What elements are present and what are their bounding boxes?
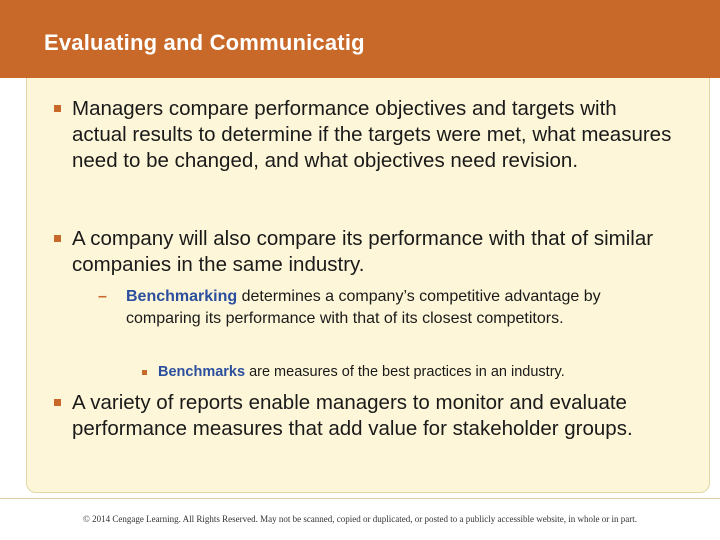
bullet-text: A variety of reports enable managers to … xyxy=(72,391,633,440)
bullet-text: A company will also compare its performa… xyxy=(72,227,654,276)
sub-bullet-text: determines a company’s competitive advan… xyxy=(126,288,601,327)
square-bullet-icon xyxy=(54,235,61,242)
title-bar: Evaluating and Communicatig xyxy=(0,0,720,78)
content-panel xyxy=(26,78,710,493)
slide-title: Evaluating and Communicatig xyxy=(44,30,365,55)
square-bullet-icon xyxy=(54,399,61,406)
term-benchmarking: Benchmarking xyxy=(126,288,238,305)
sub-sub-bullet-text: are measures of the best practices in an… xyxy=(245,364,565,380)
bullet-item: A variety of reports enable managers to … xyxy=(54,390,672,442)
square-bullet-icon xyxy=(142,370,147,375)
bullet-item: Managers compare performance objectives … xyxy=(54,96,672,174)
dash-bullet-icon: – xyxy=(98,288,107,305)
copyright-footer: © 2014 Cengage Learning. All Rights Rese… xyxy=(83,514,637,524)
bullet-text: Managers compare performance objectives … xyxy=(72,97,672,172)
footer-divider xyxy=(0,498,720,499)
sub-sub-bullet-item: Benchmarks are measures of the best prac… xyxy=(142,362,678,382)
sub-bullet-item: – Benchmarking determines a company’s co… xyxy=(98,286,666,330)
term-benchmarks: Benchmarks xyxy=(158,364,246,380)
bullet-item: A company will also compare its performa… xyxy=(54,226,672,278)
square-bullet-icon xyxy=(54,105,61,112)
